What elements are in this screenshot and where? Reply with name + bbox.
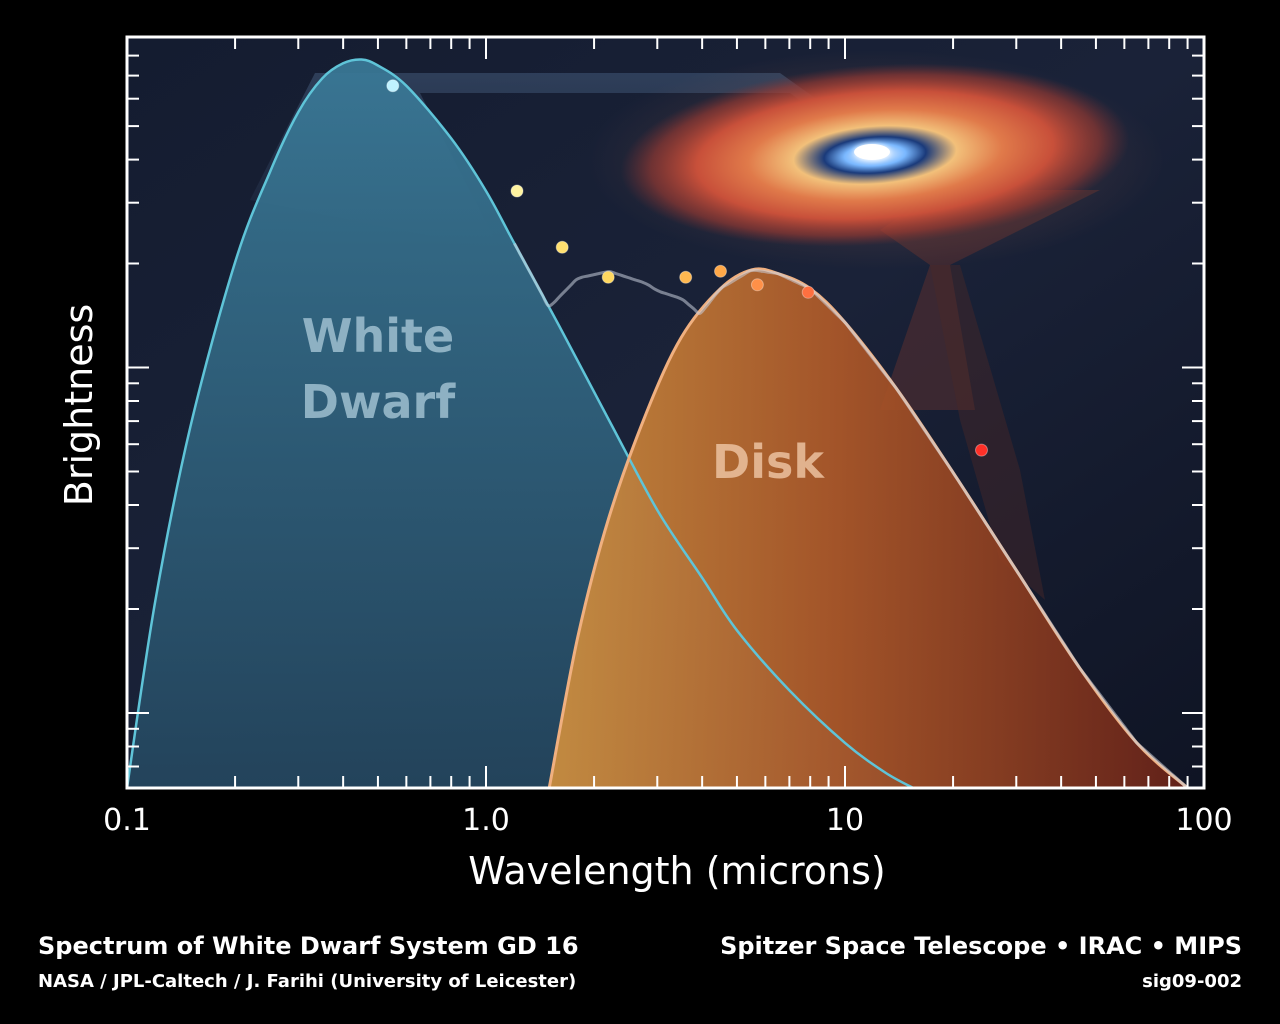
white-dwarf-label-line1: White — [302, 309, 454, 363]
illustration-layer: White Dwarf Disk — [127, 50, 1189, 788]
data-point — [801, 285, 815, 299]
x-tick-label: 0.1 — [103, 803, 151, 838]
caption-mission: Spitzer Space Telescope • IRAC • MIPS — [720, 932, 1242, 960]
data-point — [975, 443, 988, 457]
data-point — [510, 184, 524, 198]
white-dwarf-star — [854, 144, 890, 160]
disk-beam-lower — [930, 265, 1045, 600]
data-point — [750, 278, 764, 292]
total-spectrum-curve — [513, 242, 1189, 788]
x-tick-label: 100 — [1175, 803, 1232, 838]
x-axis-label: Wavelength (microns) — [468, 849, 886, 893]
plot-frame — [125, 35, 1206, 790]
axis-ticks — [126, 37, 1204, 788]
disk-area — [549, 268, 1188, 788]
white-dwarf-curve — [127, 58, 914, 788]
data-points — [386, 79, 988, 457]
caption-credit: NASA / JPL-Caltech / J. Farihi (Universi… — [38, 971, 577, 992]
caption-title: Spectrum of White Dwarf System GD 16 — [38, 932, 579, 960]
white-dwarf-label-line2: Dwarf — [301, 375, 456, 429]
x-tick-label: 1.0 — [462, 803, 510, 838]
y-axis-label: Brightness — [57, 304, 101, 506]
x-tick-label: 10 — [826, 803, 864, 838]
data-point — [555, 240, 569, 254]
x-tick-labels: 0.1 1.0 10 100 — [103, 803, 1232, 838]
data-point — [714, 264, 727, 278]
caption-image-id: sig09-002 — [1142, 971, 1242, 992]
disk-label: Disk — [712, 435, 825, 489]
data-point — [386, 79, 400, 93]
data-point — [679, 270, 693, 284]
data-point — [601, 270, 615, 284]
